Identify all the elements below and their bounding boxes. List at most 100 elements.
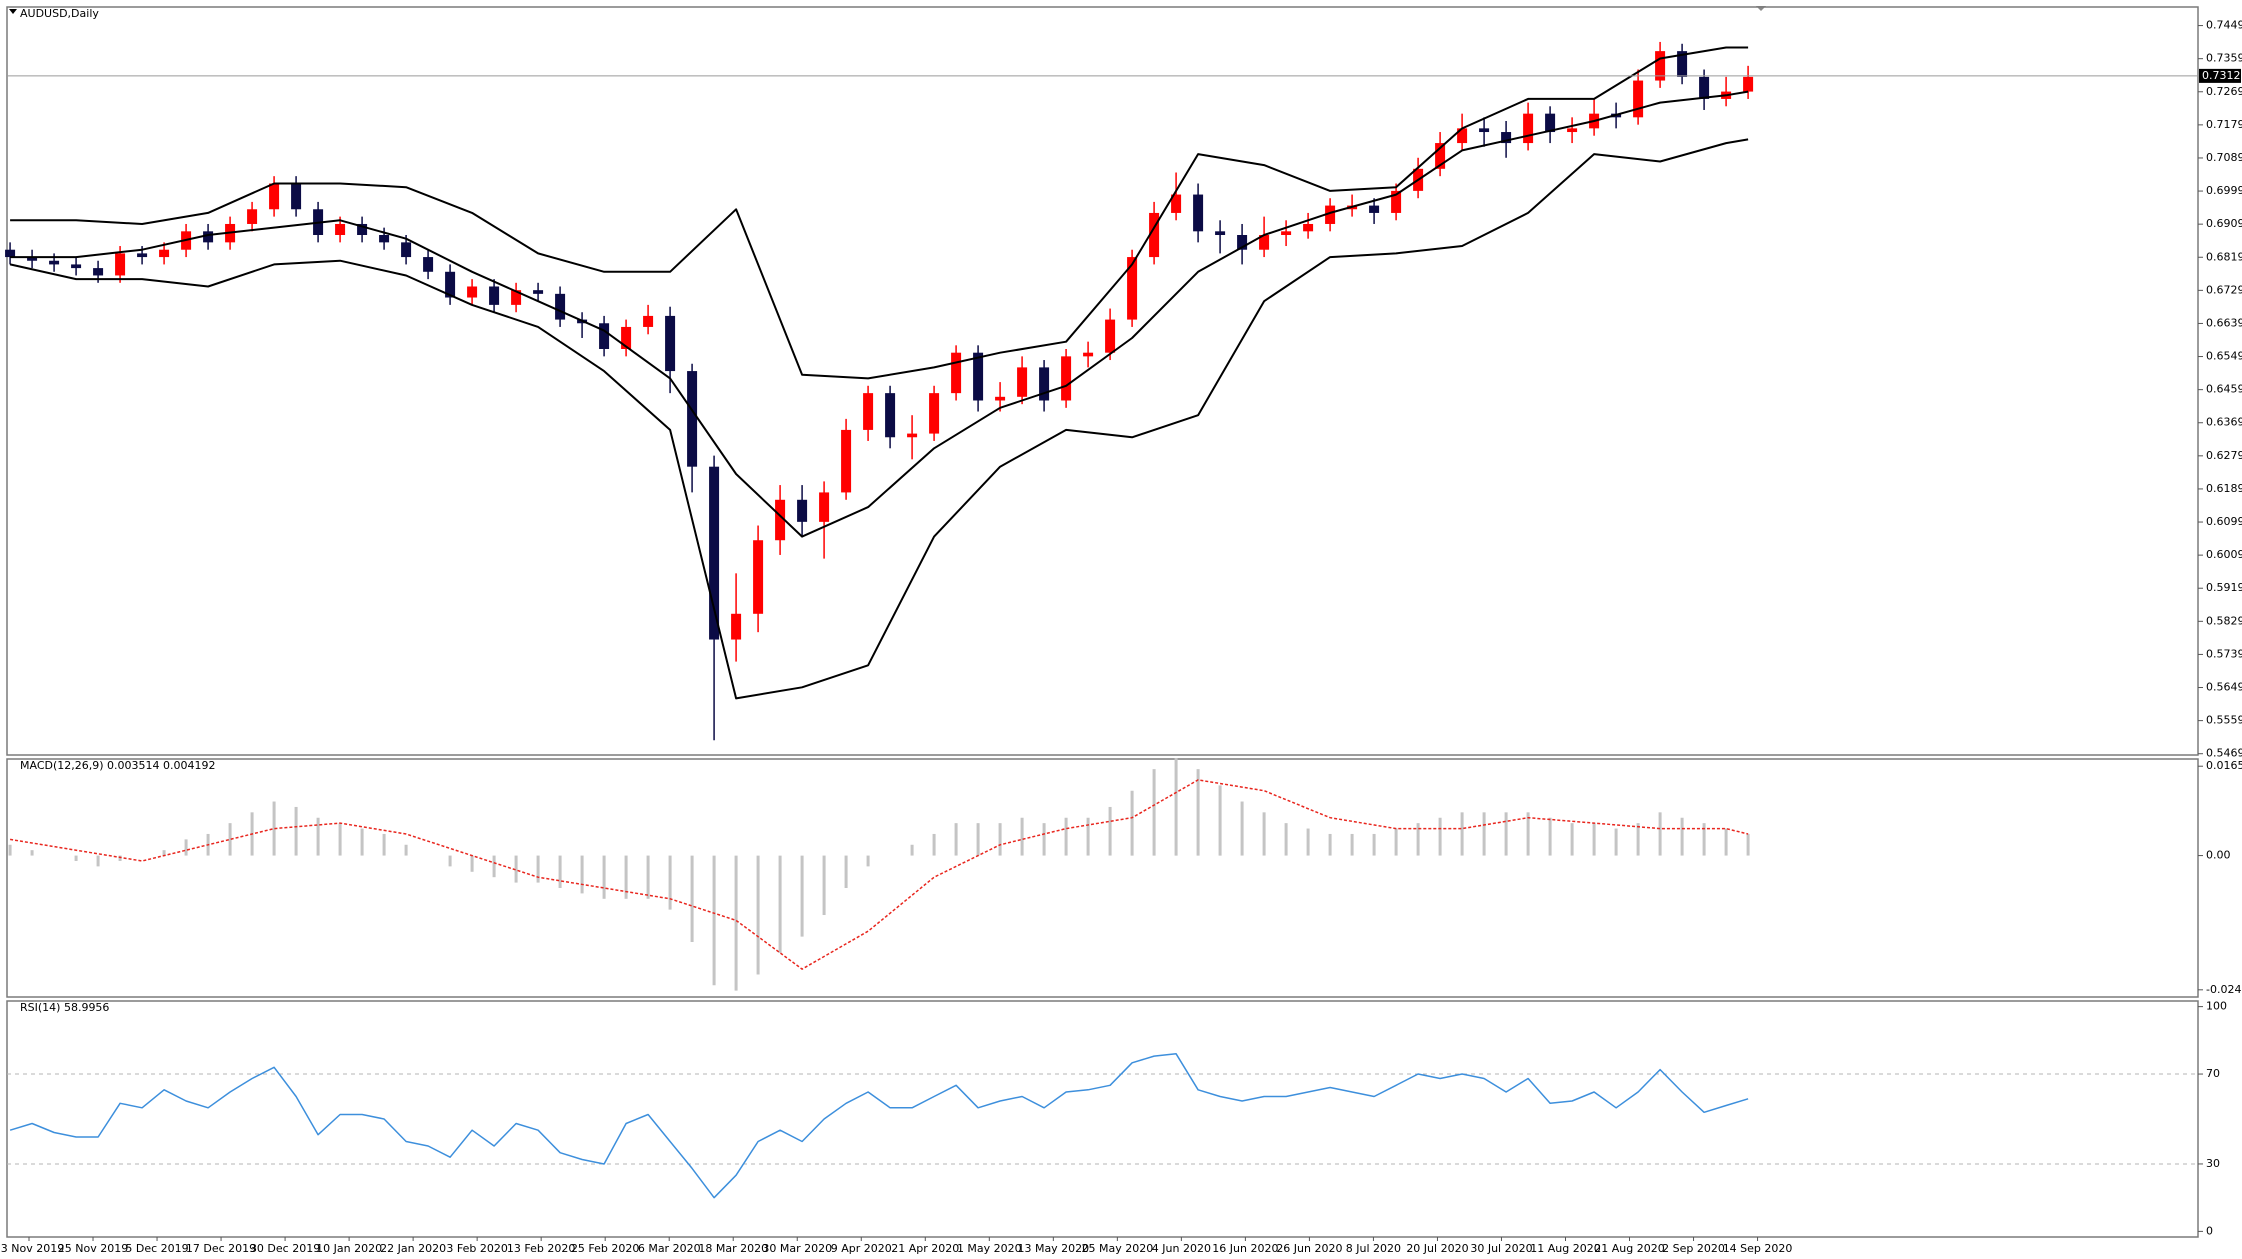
candle-body: [1699, 76, 1710, 99]
x-tick-label: 13 Nov 2019: [0, 1242, 64, 1255]
candle-body: [819, 492, 830, 522]
candle-body: [5, 249, 16, 258]
candle-body: [753, 540, 764, 614]
x-tick-label: 4 Jun 2020: [1152, 1242, 1211, 1255]
y-tick-label: 0.68195: [2206, 250, 2242, 263]
y-tick-label: 0.64595: [2206, 383, 2242, 396]
x-tick-label: 25 Nov 2019: [58, 1242, 128, 1255]
candle-body: [247, 209, 258, 224]
y-tick-label: 0.55595: [2206, 714, 2242, 727]
candle-body: [1017, 367, 1028, 397]
y-tick-label: 0.71795: [2206, 118, 2242, 131]
x-tick-label: 30 Mar 2020: [762, 1242, 832, 1255]
candle-body: [1435, 143, 1446, 169]
candle-body: [1281, 231, 1292, 236]
y-tick-label: 0.70895: [2206, 151, 2242, 164]
y-tick-label: 0.016536: [2206, 759, 2242, 772]
x-tick-label: 26 Jun 2020: [1276, 1242, 1342, 1255]
candle-body: [401, 242, 412, 258]
candle-body: [423, 257, 434, 272]
candle-body: [1127, 257, 1138, 320]
y-tick-label: 70: [2206, 1067, 2220, 1080]
x-tick-label: 25 May 2020: [1081, 1242, 1153, 1255]
y-tick-label: 0.60995: [2206, 515, 2242, 528]
candle-body: [621, 326, 632, 350]
candle-body: [511, 290, 522, 305]
last-price-label: 0.73127: [2202, 69, 2242, 82]
x-tick-label: 3 Feb 2020: [446, 1242, 507, 1255]
y-tick-label: 0.58295: [2206, 614, 2242, 627]
y-tick-label: 30: [2206, 1157, 2220, 1170]
macd-signal-line: [9, 779, 1749, 970]
candle-body: [159, 249, 170, 258]
candle-body: [1149, 212, 1160, 258]
candle-body: [731, 613, 742, 640]
x-tick-label: 16 Jun 2020: [1212, 1242, 1278, 1255]
y-tick-label: 0.00: [2206, 849, 2231, 862]
panel-title: AUDUSD,Daily: [20, 7, 99, 20]
y-tick-label: 0.69095: [2206, 217, 2242, 230]
x-tick-label: 30 Dec 2019: [250, 1242, 320, 1255]
candle-body: [973, 352, 984, 401]
x-tick-label: 5 Dec 2019: [125, 1242, 188, 1255]
candle-body: [1039, 367, 1050, 401]
candle-body: [1215, 231, 1226, 236]
panel-title: MACD(12,26,9) 0.003514 0.004192: [20, 759, 216, 772]
candle-body: [1259, 235, 1270, 250]
candle-body: [379, 235, 390, 243]
rsi-line: [9, 1053, 1749, 1199]
x-tick-label: 13 May 2020: [1017, 1242, 1089, 1255]
candle-body: [1677, 51, 1688, 77]
candle-body: [665, 315, 676, 372]
x-tick-label: 21 Apr 2020: [891, 1242, 959, 1255]
candle-body: [533, 290, 544, 294]
y-tick-label: 0.67295: [2206, 283, 2242, 296]
y-tick-label: 0.66395: [2206, 316, 2242, 329]
x-tick-label: 10 Jan 2020: [316, 1242, 382, 1255]
last-price-box: [2199, 68, 2241, 83]
candle-body: [555, 293, 566, 320]
y-tick-label: 0.65495: [2206, 350, 2242, 363]
candle-body: [335, 223, 346, 236]
candle-body: [291, 183, 302, 210]
candle-body: [1457, 128, 1468, 144]
y-tick-label: 0.56495: [2206, 681, 2242, 694]
candle-body: [863, 393, 874, 430]
x-tick-label: 21 Aug 2020: [1594, 1242, 1664, 1255]
candle-body: [687, 371, 698, 467]
candle-body: [1633, 80, 1644, 118]
candle-body: [27, 257, 38, 261]
candle-body: [93, 268, 104, 276]
bollinger-band: [10, 90, 1749, 538]
candle-body: [885, 393, 896, 438]
candle-body: [1545, 113, 1556, 133]
candle-body: [599, 323, 610, 350]
candle-body: [1479, 128, 1490, 133]
candle-body: [709, 466, 720, 640]
x-tick-label: 17 Dec 2019: [186, 1242, 256, 1255]
candle-body: [1369, 205, 1380, 213]
candle-body: [1237, 235, 1248, 250]
candle-body: [1567, 128, 1578, 133]
x-tick-label: 20 Jul 2020: [1406, 1242, 1468, 1255]
candle-body: [643, 315, 654, 327]
x-tick-label: 30 Jul 2020: [1470, 1242, 1532, 1255]
y-tick-label: 0.60095: [2206, 548, 2242, 561]
y-tick-label: 0.61895: [2206, 482, 2242, 495]
candle-body: [995, 396, 1006, 401]
x-tick-label: 9 Apr 2020: [831, 1242, 892, 1255]
x-tick-label: 25 Feb 2020: [571, 1242, 639, 1255]
candle-body: [49, 260, 60, 265]
menu-arrow[interactable]: [9, 9, 17, 14]
candle-body: [1391, 190, 1402, 213]
x-tick-label: 13 Feb 2020: [507, 1242, 575, 1255]
y-tick-label: -0.02484: [2206, 983, 2242, 996]
candle-body: [1105, 319, 1116, 353]
x-tick-label: 8 Jul 2020: [1346, 1242, 1401, 1255]
y-tick-label: 0.69995: [2206, 184, 2242, 197]
candle-body: [357, 223, 368, 236]
candle-body: [1523, 113, 1534, 144]
candle-body: [797, 499, 808, 522]
